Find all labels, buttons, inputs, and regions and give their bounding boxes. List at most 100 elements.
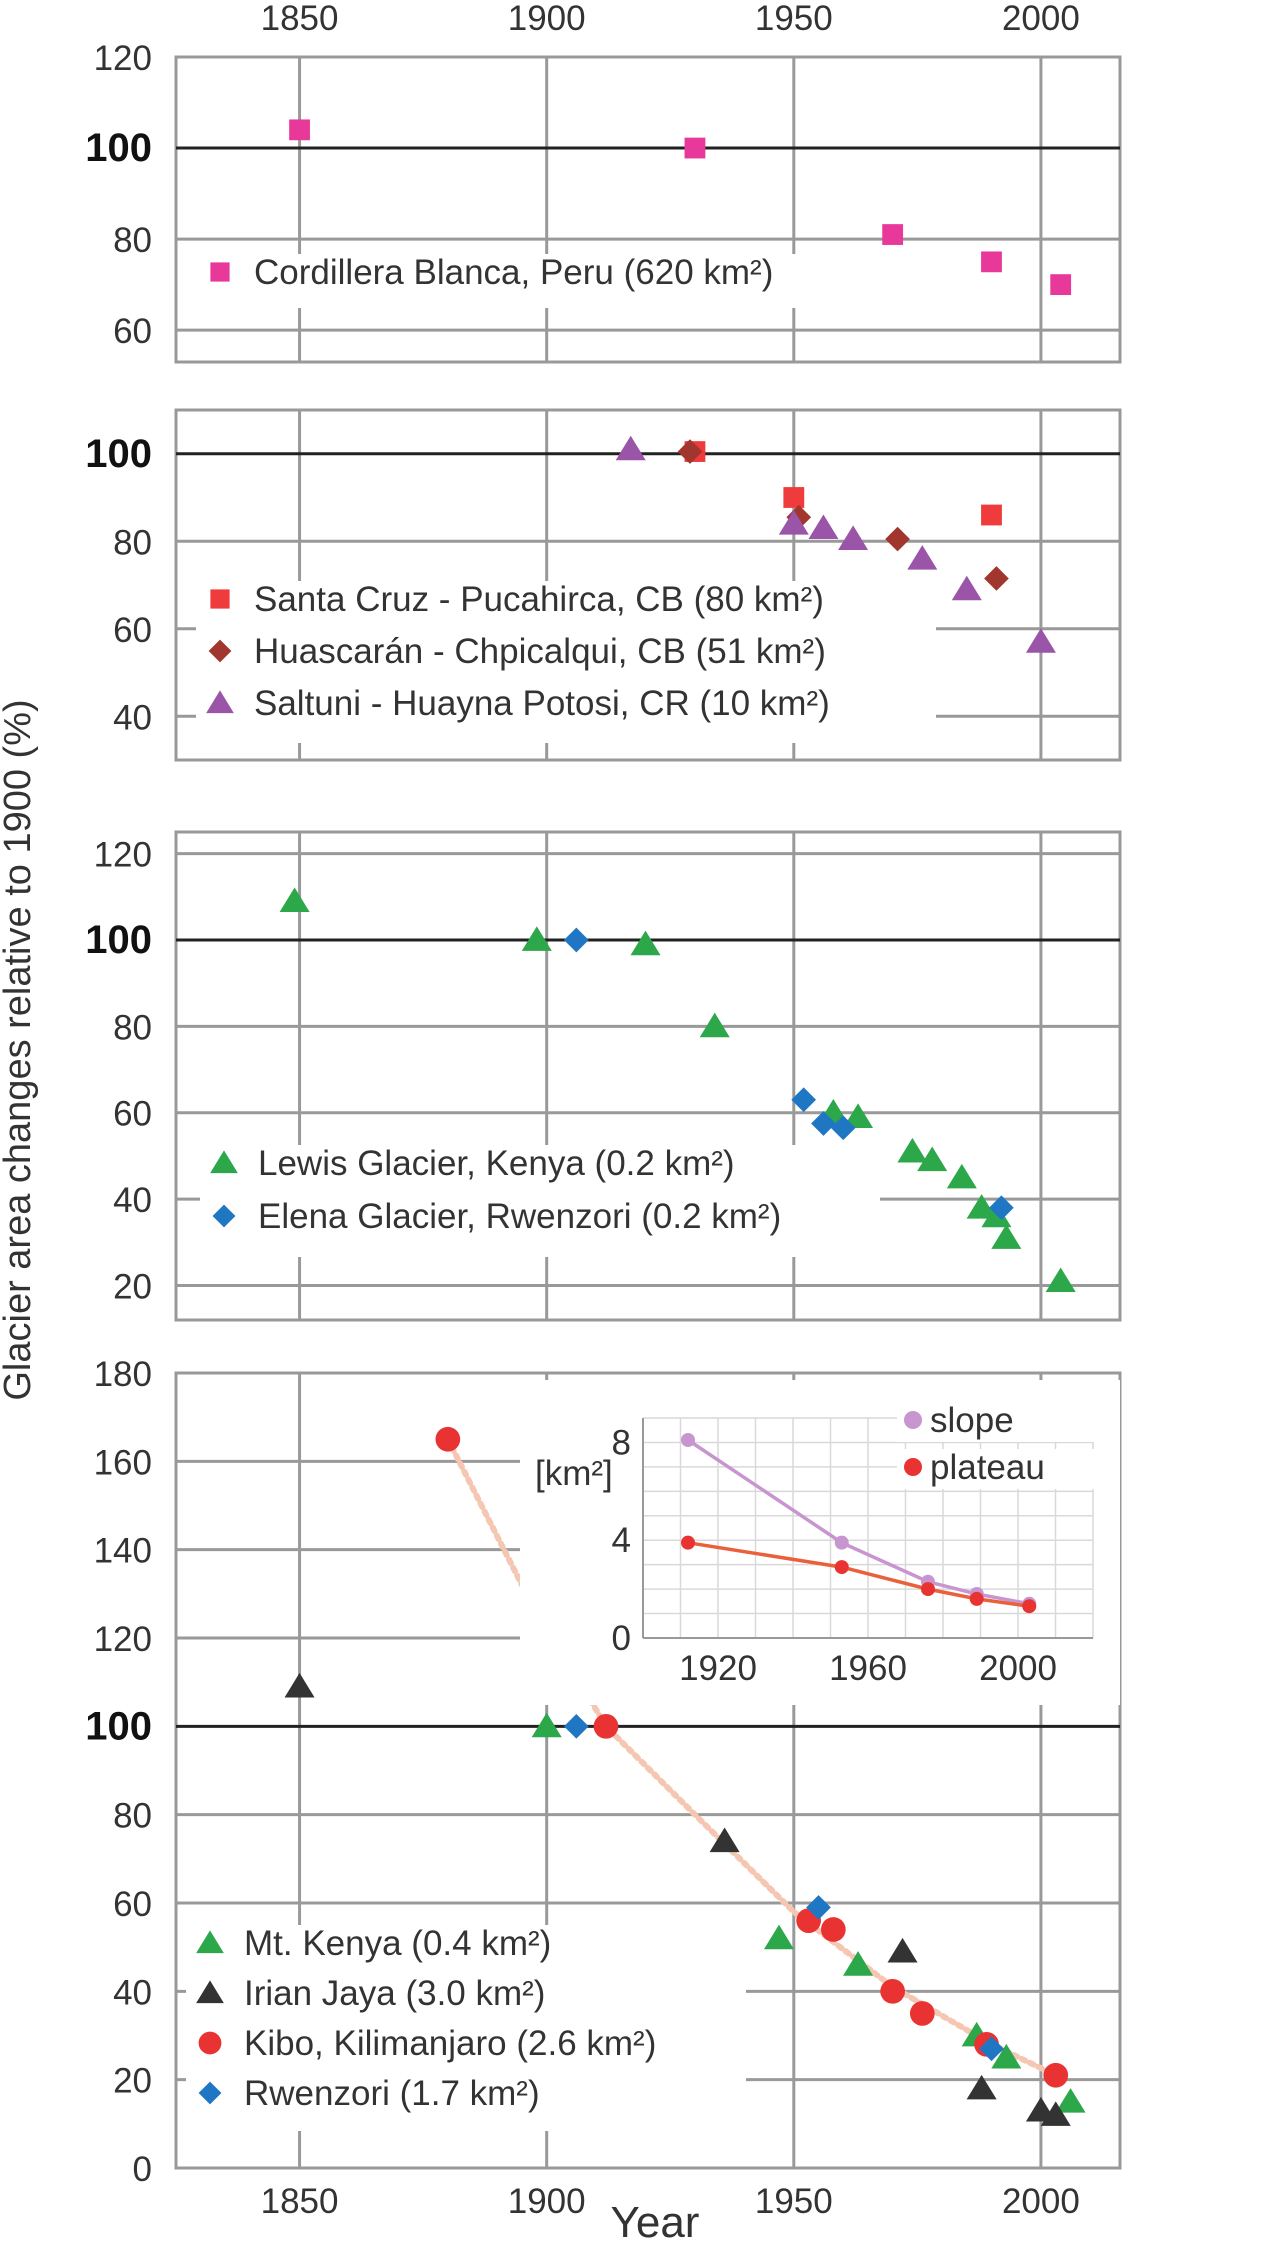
inset-legend-background [897,1402,1097,1442]
data-point-rwenzori-1-7-km-2 [979,2036,1004,2062]
data-point-huascar-n-chpicalqui-0 [677,439,703,464]
data-point-lewis-glacier-kenya--12 [1045,1267,1076,1293]
legend-marker-4 [198,2081,222,2105]
legend-background [200,1145,880,1257]
y-tick-label-40: 40 [113,1973,152,2012]
legend-marker-2 [196,1980,224,2004]
inset-point-plateau-1 [834,1560,849,1575]
data-point-santa-cruz-pucahirca-2 [981,504,1002,526]
legend-background [196,254,896,308]
legend-label-1: Lewis Glacier, Kenya (0.2 km²) [258,1144,735,1183]
data-point-cordillera-blanca-pe-4 [1050,274,1072,296]
y-tick-label-120: 120 [94,836,152,875]
series-rwenzori-1-7-km [563,1713,1004,2062]
legend-label-1: Mt. Kenya (0.4 km²) [244,1924,551,1963]
data-point-mt-kenya-0-4-km-4 [991,2043,1022,2069]
panel-frame [174,55,1122,364]
inset-x-tick-label-1920: 1920 [679,1649,757,1688]
data-point-cordillera-blanca-pe-0 [289,119,310,141]
chart-panel-2: 40 60 80 100 Santa Cruz - Pucahirca, CB (80 … [85,408,1122,762]
inset-y-tick-label-8: 8 [612,1423,631,1462]
data-point-cordillera-blanca-pe-2 [882,224,904,245]
y-tick-label-80: 80 [113,1797,152,1836]
legend-background [186,1925,746,2131]
inset-point-plateau-3 [969,1591,984,1606]
y-tick-label-140: 140 [94,1532,152,1571]
data-point-mt-kenya-0-4-km-5 [1055,2088,1086,2113]
data-point-mt-kenya-0-4-km-2 [843,1951,874,1976]
y-tick-label-100: 100 [85,1704,152,1748]
data-point-irian-jaya-3-0-km-1 [709,1827,740,1853]
y-tick-label-40: 40 [113,698,152,737]
data-point-saltuni-huayna-potos-4 [907,545,938,570]
legend-label-4: Rwenzori (1.7 km²) [244,2074,540,2113]
y-tick-label-100: 100 [85,918,152,962]
chart-panel-1: 60 80 100 120 1850 1900 1950 2000 Cordillera Bla… [85,0,1122,364]
top-x-tick-label-2000: 2000 [1002,0,1080,38]
data-point-kibo-kilimanjaro-2-6-1 [593,1713,619,1739]
data-point-elena-glacier-rwenzo-2 [811,1111,836,1136]
data-point-mt-kenya-0-4-km-0 [531,1712,562,1738]
inset-legend-marker-slope [904,1411,922,1429]
inset-point-plateau-2 [921,1582,935,1597]
data-point-kibo-kilimanjaro-2-6-7 [1043,2062,1069,2088]
data-point-lewis-glacier-kenya--8 [946,1163,977,1189]
legend-label-2: Irian Jaya (3.0 km²) [244,1974,545,2013]
legend-background [196,581,936,743]
inset-point-slope-1 [834,1535,849,1550]
data-point-irian-jaya-3-0-km-0 [284,1672,315,1698]
inset-point-plateau-4 [1022,1599,1037,1614]
data-point-kibo-kilimanjaro-2-6-0 [435,1426,461,1452]
y-tick-label-40: 40 [113,1181,152,1220]
legend-label-1: Cordillera Blanca, Peru (620 km²) [254,253,773,292]
panel-frame [174,408,1122,762]
y-tick-label-160: 160 [94,1443,152,1482]
top-x-tick-label-1900: 1900 [508,0,586,38]
data-point-mt-kenya-0-4-km-1 [763,1924,794,1950]
data-point-saltuni-huayna-potos-6 [1025,628,1056,653]
y-tick-label-80: 80 [113,523,152,562]
legend-marker-3 [206,690,234,714]
data-point-lewis-glacier-kenya--1 [521,926,552,951]
y-tick-label-80: 80 [113,221,152,260]
y-tick-label-60: 60 [113,1095,152,1134]
series-elena-glacier-rwenzori-0-2-km [563,927,1014,1221]
y-tick-label-100: 100 [85,126,152,170]
y-tick-label-120: 120 [94,39,152,78]
inset-y-tick-label-0: 0 [612,1619,631,1658]
legend-label-2: Elena Glacier, Rwenzori (0.2 km²) [258,1197,781,1236]
data-point-saltuni-huayna-potos-1 [778,510,809,535]
series-saltuni-huayna-potosi-cr-10-km [615,435,1056,653]
data-point-lewis-glacier-kenya--0 [279,887,310,913]
legend-marker-1 [210,1150,238,1174]
y-tick-label-20: 20 [113,2062,152,2101]
legend-label-3: Kibo, Kilimanjaro (2.6 km²) [244,2024,656,2063]
y-tick-label-100: 100 [85,432,152,476]
y-tick-label-60: 60 [113,1885,152,1924]
top-x-tick-label-1950: 1950 [755,0,833,38]
data-point-lewis-glacier-kenya--3 [699,1012,730,1038]
series-huascar-n-chpicalqui-cb-51-km [677,439,1009,591]
y-tick-label-80: 80 [113,1008,152,1047]
data-point-lewis-glacier-kenya--6 [897,1137,928,1163]
y-tick-label-180: 180 [94,1355,152,1394]
data-point-saltuni-huayna-potos-2 [808,514,839,540]
data-point-rwenzori-1-7-km-1 [806,1895,831,1920]
data-point-saltuni-huayna-potos-0 [615,435,646,461]
legend-label-2: Huascarán - Chpicalqui, CB (51 km²) [254,632,826,671]
data-point-kibo-kilimanjaro-2-6-4 [880,1978,905,2004]
inset-point-plateau-0 [681,1535,695,1550]
data-point-kibo-kilimanjaro-2-6-3 [820,1917,846,1942]
bottom-x-tick-label-1850: 1850 [261,2182,339,2221]
data-point-santa-cruz-pucahirca-1 [783,487,805,508]
inset-legend-label-plateau: plateau [930,1448,1045,1487]
data-point-huascar-n-chpicalqui-1 [786,504,812,530]
inset-point-slope-0 [681,1433,695,1447]
inset-chart: 0 4 8 1920 1960 2000 [km²] slope plateau [520,1380,1120,1705]
y-tick-label-20: 20 [113,1267,152,1306]
legend-marker-3 [198,2031,222,2055]
y-tick-label-60: 60 [113,611,152,650]
